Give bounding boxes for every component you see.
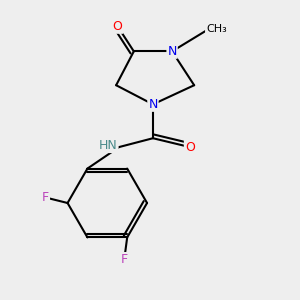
Text: CH₃: CH₃ — [206, 24, 227, 34]
Text: N: N — [148, 98, 158, 111]
Text: O: O — [113, 20, 122, 33]
Text: N: N — [167, 45, 177, 58]
Text: F: F — [121, 253, 128, 266]
Text: F: F — [42, 190, 49, 204]
Text: HN: HN — [99, 139, 118, 152]
Text: O: O — [185, 141, 195, 154]
